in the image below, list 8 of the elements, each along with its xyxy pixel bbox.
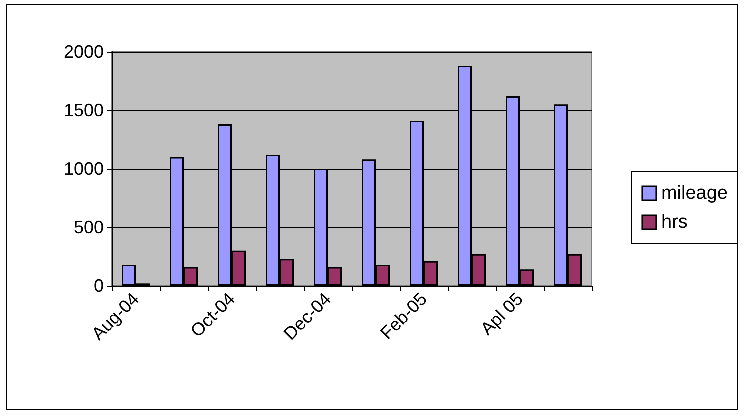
y-tick-label: 2000 — [64, 42, 104, 62]
y-tick-label: 500 — [74, 218, 104, 238]
legend-label: hrs — [661, 212, 688, 233]
x-tick-label: Apl 05 — [476, 288, 528, 340]
y-tick-label: 0 — [94, 276, 104, 296]
y-tick-label: 1000 — [64, 159, 104, 179]
legend-label: mileage — [661, 183, 728, 204]
y-tick-label: 1500 — [64, 100, 104, 120]
